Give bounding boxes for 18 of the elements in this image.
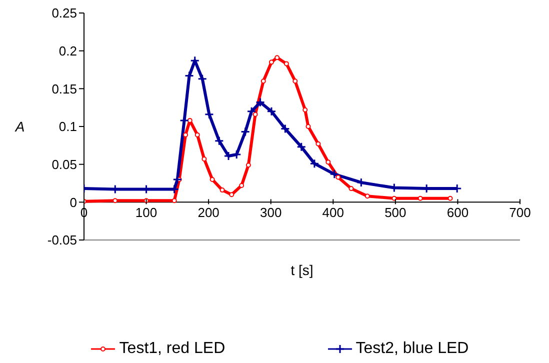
x-tick-label: 600	[446, 205, 469, 220]
x-tick-label: 700	[509, 205, 531, 220]
x-tick-label: 500	[384, 205, 406, 220]
x-axis-title: t [s]	[290, 262, 314, 278]
y-tick-label: -0.05	[47, 232, 77, 248]
legend-label: Test1, red LED	[118, 340, 226, 358]
legend-label: Test2, blue LED	[354, 340, 469, 358]
y-tick-label: 0.2	[58, 43, 77, 58]
y-tick-label: 0.25	[52, 6, 77, 21]
x-tick-label: 100	[135, 205, 158, 220]
y-tick-label: 0.15	[52, 81, 77, 96]
y-tick-label: 0.05	[52, 156, 77, 172]
x-tick-label: 300	[260, 205, 282, 220]
y-tick-label: 0.1	[58, 119, 77, 134]
x-tick-label: 400	[322, 205, 344, 220]
y-axis-title: A	[14, 118, 25, 134]
y-tick-label: 0	[70, 194, 77, 210]
x-tick-label: 200	[198, 205, 220, 220]
